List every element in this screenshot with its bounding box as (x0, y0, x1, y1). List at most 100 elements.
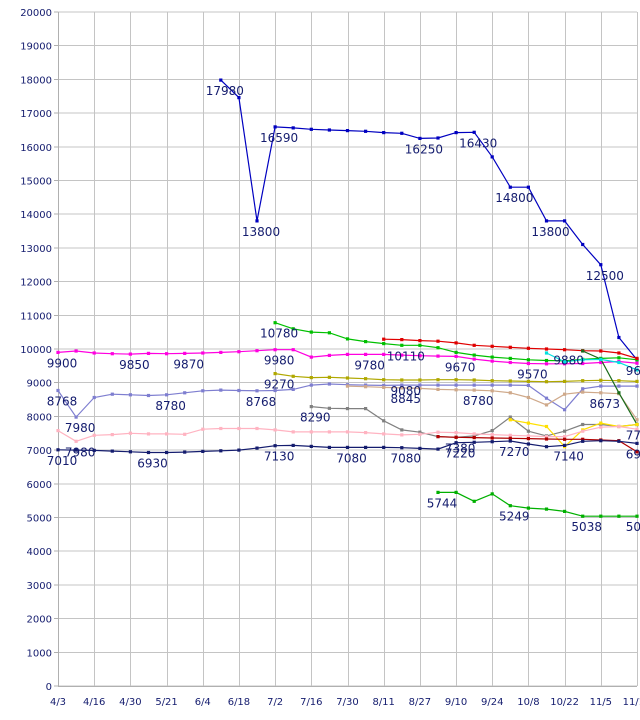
data-point-marker (128, 450, 132, 454)
data-point-marker (273, 321, 277, 325)
data-point-marker (309, 330, 313, 334)
data-point-marker (563, 219, 567, 223)
data-point-label: 8768 (246, 395, 277, 409)
data-point-marker (345, 407, 350, 411)
data-point-marker (617, 379, 621, 383)
data-point-marker (635, 441, 639, 445)
series-olive (273, 372, 639, 384)
data-point-marker (201, 449, 205, 453)
x-axis-tick-label: 8/11 (372, 697, 394, 708)
data-point-marker (418, 136, 422, 140)
data-point-marker (219, 350, 223, 354)
data-point-marker (74, 448, 78, 452)
data-point-marker (635, 368, 639, 372)
data-point-marker (382, 337, 386, 341)
data-point-marker (581, 358, 585, 362)
data-point-marker (599, 439, 603, 443)
data-point-marker (526, 346, 530, 350)
data-point-marker (92, 433, 96, 437)
data-point-marker (201, 427, 205, 431)
data-point-marker (364, 377, 368, 381)
data-point-marker (635, 384, 639, 388)
data-point-marker (418, 383, 422, 387)
data-point-marker (219, 449, 223, 453)
data-point-marker (617, 351, 621, 355)
data-point-marker (599, 425, 603, 429)
data-point-marker (599, 263, 603, 267)
data-point-marker (635, 514, 639, 518)
y-axis-tick-label: 14000 (20, 210, 52, 221)
data-point-marker (400, 428, 404, 432)
data-point-marker (454, 441, 458, 445)
data-point-label: 7140 (553, 449, 584, 463)
data-point-marker (436, 339, 440, 343)
data-point-label: 16590 (260, 131, 298, 145)
data-point-marker (472, 499, 476, 503)
data-point-marker (544, 445, 549, 449)
data-point-marker (183, 432, 187, 436)
x-axis-tick-label: 4/16 (83, 697, 105, 708)
data-point-marker (56, 429, 60, 433)
data-point-marker (418, 432, 422, 436)
data-point-marker (327, 382, 331, 386)
data-point-marker (526, 437, 530, 441)
data-point-marker (183, 351, 187, 355)
data-point-marker (563, 429, 567, 433)
data-point-marker (400, 131, 404, 135)
data-point-marker (526, 395, 530, 400)
data-point-marker (490, 155, 494, 159)
y-axis-tick-label: 19000 (20, 42, 52, 53)
data-point-marker (400, 343, 404, 347)
data-point-marker (146, 351, 151, 355)
series-line-green-lower (438, 491, 637, 517)
y-axis-tick-label: 11000 (20, 311, 52, 322)
data-point-label: 7010 (47, 454, 78, 468)
data-point-marker (436, 447, 440, 451)
data-point-marker (581, 422, 585, 427)
data-point-marker (291, 443, 295, 447)
data-point-marker (382, 385, 386, 389)
data-point-label: 9980 (264, 354, 295, 368)
data-point-marker (418, 354, 422, 358)
data-point-marker (454, 435, 458, 439)
data-point-marker (110, 392, 114, 396)
data-point-marker (454, 383, 458, 387)
data-point-marker (364, 407, 368, 411)
data-point-marker (273, 372, 277, 376)
series-line-periwinkle (57, 383, 637, 419)
data-point-marker (237, 350, 241, 354)
data-point-marker (472, 388, 476, 392)
data-point-label: 8290 (300, 411, 331, 425)
data-point-marker (508, 504, 512, 508)
data-point-marker (490, 440, 494, 444)
data-point-marker (146, 432, 151, 436)
data-point-marker (345, 384, 350, 388)
data-point-marker (526, 185, 530, 189)
data-point-marker (309, 430, 313, 434)
series-blue-primary (219, 78, 639, 362)
data-point-marker (544, 424, 549, 429)
data-point-marker (128, 393, 132, 397)
data-point-marker (508, 185, 512, 189)
series-pink (56, 424, 639, 443)
x-axis-tick-label: 10/8 (517, 697, 539, 708)
data-point-marker (599, 360, 603, 365)
data-point-marker (635, 361, 639, 365)
data-point-label: 14800 (495, 191, 533, 205)
data-point-marker (544, 358, 549, 363)
data-point-marker (526, 383, 530, 387)
data-point-label: 9880 (553, 354, 584, 368)
data-point-marker (563, 348, 567, 352)
y-axis-tick-label: 12000 (20, 278, 52, 289)
data-point-marker (345, 337, 350, 341)
series-red (382, 337, 639, 360)
data-point-marker (382, 383, 386, 387)
data-point-marker (400, 446, 404, 450)
data-point-marker (309, 383, 313, 387)
data-point-marker (255, 219, 259, 223)
data-point-marker (490, 355, 494, 359)
data-point-marker (436, 383, 440, 387)
data-point-marker (472, 353, 476, 357)
data-point-marker (490, 389, 494, 393)
data-point-marker (490, 433, 494, 437)
